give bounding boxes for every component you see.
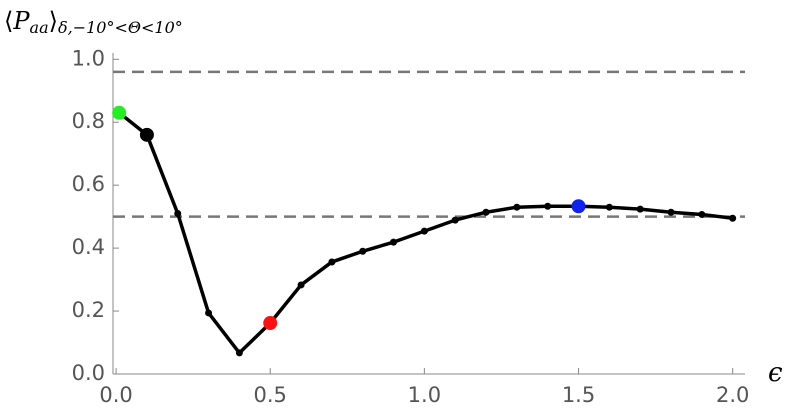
- data-point: [297, 281, 305, 289]
- x-axis-label: ϵ: [768, 358, 783, 388]
- y-label-part: aa: [30, 18, 49, 37]
- data-point: [328, 258, 336, 266]
- data-point: [513, 203, 521, 211]
- y-label-part: δ,−10°<Θ<10°: [58, 18, 183, 37]
- highlight-point: [139, 127, 154, 142]
- y-label-part: ⟩: [49, 7, 58, 35]
- data-point: [729, 214, 737, 222]
- highlight-point: [571, 199, 586, 214]
- data-point: [390, 238, 398, 246]
- x-tick-label: 1.0: [408, 383, 441, 407]
- x-tick-label: 0.5: [254, 383, 287, 407]
- data-point: [174, 210, 182, 217]
- data-point: [636, 205, 644, 213]
- y-tick-label: 0.2: [72, 298, 105, 322]
- highlight-point: [112, 105, 127, 120]
- data-point: [544, 202, 552, 210]
- data-point: [420, 227, 428, 235]
- y-label-part: P: [12, 7, 30, 35]
- x-tick-label: 1.5: [562, 383, 595, 407]
- data-point: [205, 309, 213, 317]
- data-point: [451, 216, 459, 224]
- x-tick-label: 2.0: [716, 383, 749, 407]
- data-point: [235, 349, 243, 357]
- y-tick-label: 0.6: [72, 172, 105, 196]
- data-point: [667, 208, 675, 216]
- data-point: [359, 247, 367, 255]
- data-point: [698, 210, 706, 218]
- data-point: [482, 208, 490, 216]
- y-tick-label: 0.0: [72, 361, 105, 385]
- highlight-point: [263, 316, 278, 331]
- y-label-part: ⟨: [4, 7, 13, 35]
- x-tick-label: 0.0: [99, 383, 132, 407]
- y-tick-label: 0.8: [72, 109, 105, 133]
- y-axis-label: ⟨Paa⟩δ,−10°<Θ<10°: [4, 7, 183, 37]
- y-tick-label: 1.0: [72, 46, 105, 70]
- y-tick-label: 0.4: [72, 235, 105, 259]
- data-point: [605, 203, 613, 211]
